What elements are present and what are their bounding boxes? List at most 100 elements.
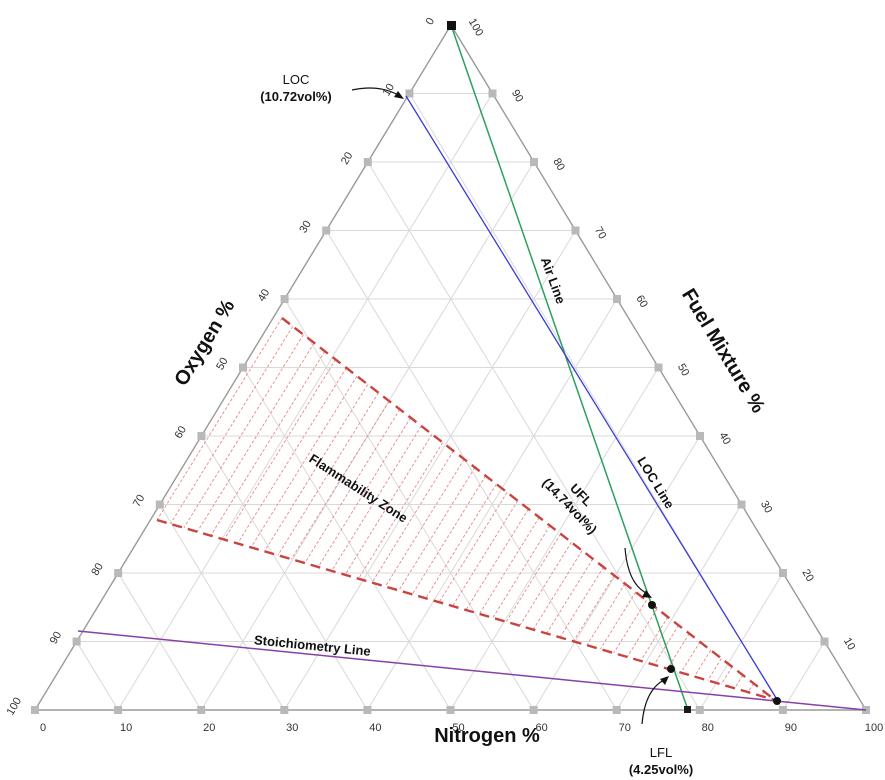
air-line-label: Air Line bbox=[538, 255, 569, 306]
hatch-line bbox=[264, 384, 369, 552]
hatch-line bbox=[452, 500, 519, 607]
oxygen-tick-label: 10 bbox=[381, 82, 398, 99]
fuel-tick-label: 70 bbox=[592, 225, 609, 242]
ufl-point bbox=[648, 601, 656, 609]
oxygen-tick-label: 30 bbox=[297, 219, 314, 236]
hatch-line bbox=[707, 658, 722, 681]
tick-marker bbox=[114, 569, 123, 577]
nitrogen-tick-label: 0 bbox=[40, 722, 46, 734]
tick-marker bbox=[612, 706, 621, 714]
hatch-line bbox=[586, 583, 626, 646]
oxygen-tick-label: 90 bbox=[48, 630, 65, 647]
hatch-line bbox=[653, 625, 679, 666]
grid-line bbox=[117, 93, 493, 711]
tick-marker bbox=[405, 89, 414, 98]
tick-marker bbox=[778, 706, 787, 714]
lfl-arrow bbox=[641, 679, 665, 725]
grid-line bbox=[283, 230, 576, 711]
tick-labels: 0102030405060708090100100908070605040302… bbox=[5, 16, 884, 734]
nitrogen-tick-label: 80 bbox=[702, 722, 714, 734]
tick-marker bbox=[488, 89, 497, 98]
convergence-point bbox=[773, 697, 781, 705]
hatch-line bbox=[425, 483, 497, 599]
hatch-line bbox=[599, 591, 637, 650]
grid-line bbox=[76, 641, 119, 711]
tick-marker bbox=[363, 706, 372, 714]
oxygen-tick-label: 80 bbox=[89, 561, 106, 578]
hatch-line bbox=[183, 334, 304, 529]
nitrogen-tick-label: 50 bbox=[452, 722, 464, 734]
hatch-line bbox=[331, 425, 422, 572]
nitrogen-tick-label: 60 bbox=[535, 722, 547, 734]
oxygen-tick-label: 70 bbox=[131, 493, 148, 510]
flammability-upper-boundary bbox=[281, 317, 776, 701]
hatch-line bbox=[398, 467, 476, 591]
tick-marker bbox=[695, 706, 704, 714]
nitrogen-tick-label: 10 bbox=[120, 722, 132, 734]
oxygen-tick-label: 20 bbox=[339, 150, 356, 167]
lfl-value: (4.25vol%) bbox=[629, 762, 693, 777]
tick-marker bbox=[779, 569, 787, 577]
hatch-line bbox=[505, 533, 562, 622]
hatch-line bbox=[371, 450, 454, 583]
nitrogen-tick-label: 100 bbox=[865, 722, 883, 734]
tick-marker bbox=[530, 158, 538, 166]
tick-marker bbox=[239, 363, 247, 372]
ufl-arrowhead bbox=[642, 590, 652, 598]
tick-marker bbox=[696, 432, 704, 440]
fuel-tick-label: 30 bbox=[758, 499, 775, 516]
tick-marker bbox=[72, 637, 81, 646]
tick-marker bbox=[571, 226, 580, 235]
lfl-arrowhead bbox=[660, 676, 669, 685]
hatch-line bbox=[492, 525, 551, 619]
tick-marker bbox=[197, 432, 206, 440]
fuel-tick-label: 20 bbox=[799, 567, 816, 584]
hatch-line bbox=[290, 400, 390, 560]
hatch-line bbox=[438, 492, 508, 603]
fuel-tick-label: 40 bbox=[716, 430, 733, 447]
tick-marker bbox=[280, 295, 289, 303]
hatch-line bbox=[546, 558, 594, 634]
tick-marker bbox=[114, 706, 123, 714]
stoichiometry-line bbox=[77, 630, 867, 711]
nitrogen-axis-title: Nitrogen % bbox=[434, 725, 540, 747]
oxygen-tick-label: 60 bbox=[173, 424, 190, 441]
tick-marker bbox=[446, 706, 455, 714]
hatch-line bbox=[720, 666, 733, 685]
hatch-line bbox=[640, 616, 669, 662]
hatch-line bbox=[734, 674, 744, 689]
hatch-line bbox=[156, 317, 283, 521]
hatch-line bbox=[317, 417, 411, 568]
tick-marker bbox=[155, 500, 164, 509]
ternary-grid bbox=[76, 93, 825, 711]
hatch-line bbox=[465, 508, 529, 611]
hatch-line bbox=[196, 342, 315, 532]
nitrogen-tick-label: 90 bbox=[785, 722, 797, 734]
air-line-base-marker bbox=[684, 706, 691, 713]
tick-marker bbox=[737, 500, 746, 509]
hatch-line bbox=[747, 683, 754, 693]
grid-line bbox=[325, 230, 618, 711]
grid-line bbox=[616, 504, 742, 711]
hatch-line bbox=[559, 566, 604, 638]
fuel-axis-title: Fuel Mixture % bbox=[677, 285, 769, 417]
hatch-line bbox=[170, 326, 294, 525]
hatch-line bbox=[237, 367, 347, 544]
tick-marker bbox=[529, 706, 538, 714]
grid-line bbox=[450, 367, 659, 711]
tick-marker bbox=[654, 363, 663, 372]
grid-line bbox=[242, 367, 451, 711]
fuel-tick-label: 50 bbox=[675, 362, 692, 379]
loc-value: (10.72vol%) bbox=[260, 89, 332, 104]
fuel-tick-label: 10 bbox=[841, 636, 858, 653]
tick-marker bbox=[280, 706, 289, 714]
hatch-line bbox=[626, 608, 658, 658]
hatch-line bbox=[694, 649, 712, 677]
fuel-tick-label: 100 bbox=[466, 17, 486, 39]
hatch-line bbox=[667, 633, 690, 669]
hatch-line bbox=[411, 475, 487, 595]
tick-marker bbox=[820, 637, 829, 646]
hatch-line bbox=[358, 442, 444, 579]
hatch-line bbox=[250, 375, 358, 548]
hatch-line bbox=[613, 600, 647, 654]
